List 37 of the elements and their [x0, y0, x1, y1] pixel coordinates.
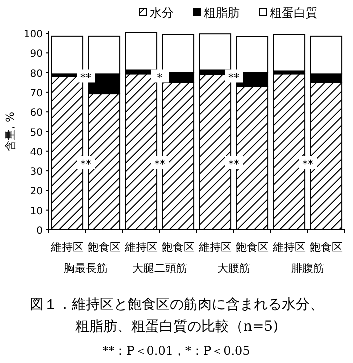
y-tick-label: 80	[30, 68, 43, 80]
legend-label: 粗脂肪	[204, 6, 240, 20]
annotation: **	[228, 72, 240, 85]
y-tick-label: 20	[30, 186, 43, 198]
annotation: *	[157, 72, 164, 85]
y-tick-label: 10	[30, 206, 43, 218]
annotation: **	[80, 72, 92, 85]
annotation: **	[302, 158, 314, 172]
bar	[273, 34, 306, 72]
x-tick-label: 飽食区	[310, 241, 343, 254]
annotation: **	[80, 158, 92, 172]
y-axis-title: 含量, %	[4, 112, 17, 152]
x-tick-label: 維持区	[124, 241, 158, 254]
x-tick-label: 飽食区	[162, 241, 195, 254]
legend-label: 粗蛋白質	[270, 6, 318, 20]
y-tick-label: 70	[30, 88, 43, 100]
y-tick-label: 90	[30, 49, 43, 60]
text: 大腰筋	[218, 262, 250, 275]
text: **：P＜0.01，*：P＜0.05	[102, 343, 252, 360]
x-tick-label: 飽食区	[88, 241, 121, 254]
text: 大腿二頭筋	[132, 262, 188, 275]
y-tick-label: 0	[36, 226, 43, 237]
x-tick-label: 維持区	[272, 241, 306, 254]
text: 胸最長筋	[64, 262, 108, 275]
y-tick-label: 100	[24, 30, 43, 40]
x-tick-label: 維持区	[50, 241, 84, 254]
y-tick-label: 30	[30, 167, 43, 178]
x-tick-label: 飽食区	[236, 241, 269, 254]
annotation: **	[228, 158, 240, 172]
text: 腓腹筋	[292, 262, 324, 275]
annotation: **	[154, 158, 166, 172]
text: 図１．維持区と飽食区の筋肉に含まれる水分、粗脂肪、粗蛋白質の比較（n=5)	[29, 296, 325, 337]
y-tick-label: 60	[30, 108, 43, 120]
y-tick-label: 40	[30, 147, 43, 158]
x-tick-label: 維持区	[198, 241, 232, 254]
y-tick-label: 50	[30, 128, 43, 139]
legend-label: 水分	[150, 6, 174, 20]
